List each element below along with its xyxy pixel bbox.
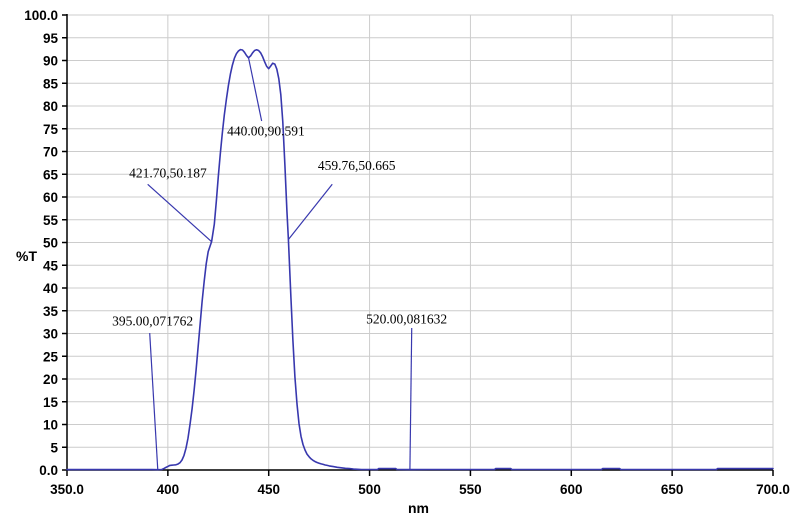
x-tick-label: 450 — [257, 482, 280, 497]
annotation-label: 459.76,50.665 — [318, 158, 396, 173]
y-tick-label: 95 — [43, 31, 59, 46]
annotation-label: 440.00,90.591 — [227, 124, 305, 139]
annotation-leader-line — [287, 183, 333, 240]
y-tick-label: 50 — [43, 236, 58, 251]
y-tick-label: 35 — [43, 304, 59, 319]
annotation-label: 520.00,081632 — [366, 311, 447, 326]
y-tick-label: 25 — [43, 349, 59, 364]
annotation-label: 395.00,071762 — [112, 313, 193, 328]
y-tick-label: 55 — [43, 213, 59, 228]
y-tick-label: 0.0 — [39, 463, 58, 478]
x-tick-label: 650 — [661, 482, 684, 497]
y-tick-label: 60 — [43, 190, 58, 205]
y-axis-title: %T — [16, 248, 37, 264]
annotation-leader-line — [409, 328, 413, 470]
y-tick-label: 40 — [43, 281, 58, 296]
x-tick-label: 350.0 — [50, 482, 84, 497]
y-tick-label: 100.0 — [24, 8, 58, 23]
x-tick-label: 600 — [560, 482, 583, 497]
y-tick-label: 70 — [43, 145, 58, 160]
y-tick-label: 75 — [43, 122, 59, 137]
y-tick-label: 45 — [43, 258, 59, 273]
y-tick-label: 65 — [43, 167, 59, 182]
x-axis-title: nm — [408, 500, 429, 516]
y-tick-label: 10 — [43, 418, 58, 433]
y-tick-label: 5 — [50, 440, 58, 455]
y-tick-label: 30 — [43, 327, 58, 342]
annotation-leader-line — [247, 57, 263, 122]
x-tick-label: 700.0 — [756, 482, 790, 497]
annotation-leader-line — [147, 183, 213, 243]
y-tick-label: 15 — [43, 395, 59, 410]
x-tick-label: 500 — [358, 482, 381, 497]
y-tick-label: 20 — [43, 372, 58, 387]
y-tick-label: 80 — [43, 99, 58, 114]
x-tick-label: 400 — [157, 482, 180, 497]
annotation-leader-line — [149, 333, 159, 470]
y-tick-label: 90 — [43, 54, 58, 69]
y-tick-label: 85 — [43, 76, 59, 91]
transmission-curve — [66, 48, 774, 471]
x-tick-label: 550 — [459, 482, 482, 497]
annotation-label: 421.70,50.187 — [129, 165, 207, 180]
